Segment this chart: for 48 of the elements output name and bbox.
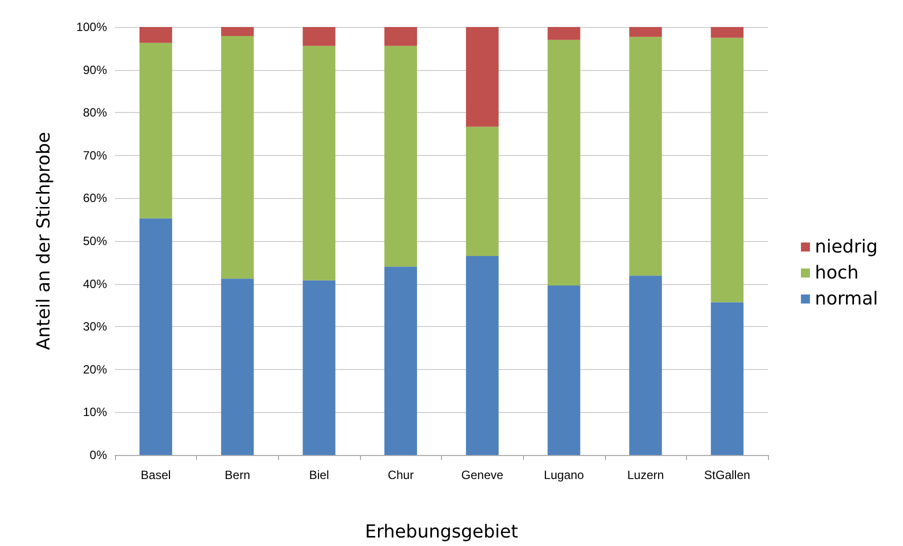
bar — [384, 46, 418, 267]
x-tick-label: StGallen — [704, 468, 750, 482]
y-tick-label: 50% — [82, 234, 108, 248]
bar — [221, 278, 254, 455]
legend-label: hoch — [814, 262, 859, 284]
y-tick-label: 0% — [90, 448, 108, 462]
y-tick-label: 90% — [82, 62, 108, 77]
y-tick-label: 60% — [82, 191, 108, 206]
bar — [466, 256, 499, 455]
bar — [139, 42, 172, 218]
bar — [139, 218, 172, 455]
bar — [629, 27, 662, 37]
x-tick-label: Luzern — [627, 468, 664, 482]
bar — [221, 36, 254, 279]
x-tick-label: Bern — [224, 468, 250, 482]
bar — [548, 40, 580, 286]
bar — [710, 302, 744, 455]
bar — [302, 46, 336, 280]
bar — [302, 280, 336, 455]
bar — [548, 27, 580, 40]
bar — [221, 27, 254, 36]
bar — [548, 286, 580, 455]
y-tick-label: 70% — [82, 148, 108, 162]
bar — [466, 27, 499, 127]
legend-label: normal — [814, 288, 878, 310]
y-tick-label: 30% — [82, 320, 108, 334]
bar — [384, 27, 418, 46]
x-tick-label: Basel — [140, 468, 171, 482]
y-axis-title: Anteil an der Stichprobe — [34, 132, 54, 350]
bar — [466, 126, 499, 256]
bar — [629, 36, 662, 276]
y-tick-label: 100% — [76, 20, 108, 34]
bar — [710, 27, 744, 38]
x-tick-label: Lugano — [544, 468, 584, 482]
y-tick-label: 80% — [82, 106, 108, 120]
legend-label: niedrig — [814, 236, 878, 258]
x-axis-title: Erhebungsgebiet — [364, 522, 518, 542]
x-tick-label: Geneve — [461, 468, 504, 482]
x-tick-label: Biel — [309, 468, 330, 482]
x-tick-label: Chur — [388, 468, 414, 482]
bar — [302, 27, 336, 46]
y-tick-label: 40% — [82, 276, 108, 291]
y-tick-label: 10% — [82, 405, 108, 420]
bar — [384, 266, 418, 455]
y-tick-label: 20% — [82, 362, 108, 376]
bar — [629, 276, 662, 455]
bar — [139, 27, 172, 43]
bar — [710, 38, 744, 302]
